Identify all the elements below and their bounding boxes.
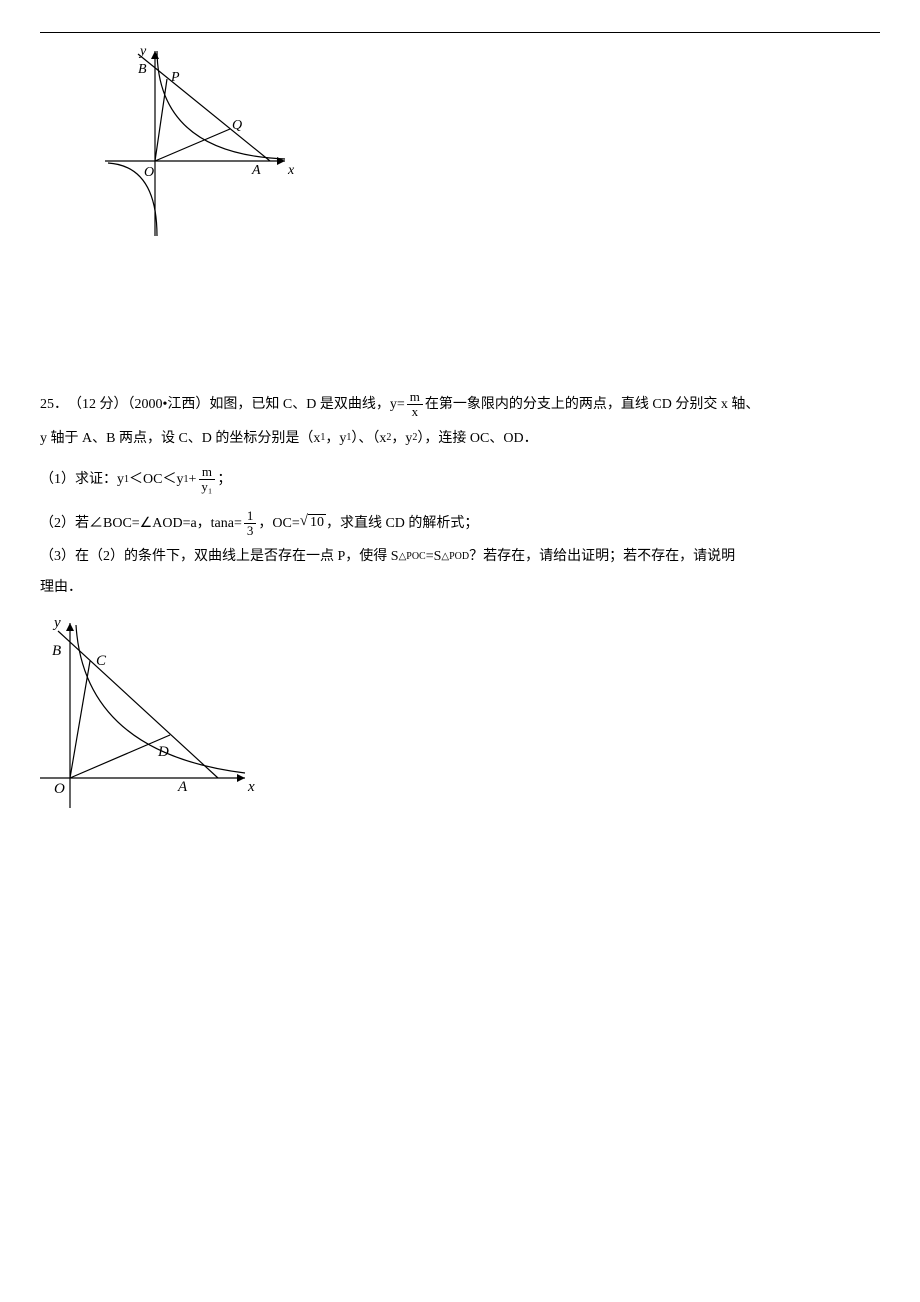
problem-part-3-line2: 理由． (40, 575, 880, 600)
sqrt-icon: √ (300, 514, 308, 529)
label-B: B (138, 62, 147, 77)
label-A: A (251, 163, 261, 178)
problem-intro-text: （12 分）（2000•江西）如图，已知 C、D 是双曲线，y= (68, 392, 405, 417)
label2-D: D (157, 744, 169, 760)
problem-intro-line2: y 轴于 A、B 两点，设 C、D 的坐标分别是（x1 ，y1 ）、（x2 ，y… (40, 426, 880, 451)
label2-O: O (54, 781, 65, 797)
figure-2: O A B C D x y (40, 613, 880, 822)
problem-part-3-line1: （3）在（2）的条件下，双曲线上是否存在一点 P，使得 S△POC =S△POD… (40, 544, 880, 569)
label-Q: Q (232, 118, 242, 133)
problem-25: 25． （12 分）（2000•江西）如图，已知 C、D 是双曲线，y= m x… (40, 390, 880, 600)
problem-intro-line1: 25． （12 分）（2000•江西）如图，已知 C、D 是双曲线，y= m x… (40, 390, 880, 420)
figure-1: O A B P Q x y (100, 41, 880, 250)
label2-A: A (177, 779, 188, 795)
figure-1-svg: O A B P Q x y (100, 41, 300, 241)
label2-C: C (96, 653, 107, 669)
page-divider (40, 32, 880, 33)
label-x: x (287, 163, 295, 178)
label-O: O (144, 165, 154, 180)
problem-part-1: （1）求证：y1 ＜OC＜y1 + m y₁ ； (40, 465, 880, 495)
problem-number: 25． (40, 392, 68, 417)
problem-part-2: （2）若∠BOC=∠AOD=a，tana= 1 3 ，OC= √ 10 ，求直线… (40, 509, 880, 539)
sqrt-10: √ 10 (300, 514, 326, 532)
fraction-m-over-y1: m y₁ (198, 465, 215, 495)
label2-B: B (52, 643, 61, 659)
label-y: y (138, 44, 147, 59)
fraction-m-over-x: m x (407, 390, 423, 420)
figure-2-svg: O A B C D x y (40, 613, 260, 813)
label2-y: y (52, 615, 61, 631)
label-P: P (170, 70, 180, 85)
fraction-1-over-3: 1 3 (244, 509, 257, 539)
intro-after-frac: 在第一象限内的分支上的两点，直线 CD 分别交 x 轴、 (425, 392, 759, 417)
label2-x: x (247, 779, 255, 795)
